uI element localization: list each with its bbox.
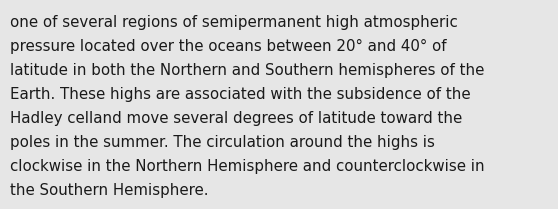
- Text: the Southern Hemisphere.: the Southern Hemisphere.: [10, 183, 209, 198]
- Text: one of several regions of semipermanent high atmospheric: one of several regions of semipermanent …: [10, 15, 458, 30]
- Text: Earth. These highs are associated with the subsidence of the: Earth. These highs are associated with t…: [10, 87, 470, 102]
- Text: poles in the summer. The circulation around the highs is: poles in the summer. The circulation aro…: [10, 135, 435, 150]
- Text: Hadley celland move several degrees of latitude toward the: Hadley celland move several degrees of l…: [10, 111, 462, 126]
- Text: clockwise in the Northern Hemisphere and counterclockwise in: clockwise in the Northern Hemisphere and…: [10, 159, 485, 174]
- Text: latitude in both the Northern and Southern hemispheres of the: latitude in both the Northern and Southe…: [10, 63, 484, 78]
- Text: pressure located over the oceans between 20° and 40° of: pressure located over the oceans between…: [10, 39, 446, 54]
